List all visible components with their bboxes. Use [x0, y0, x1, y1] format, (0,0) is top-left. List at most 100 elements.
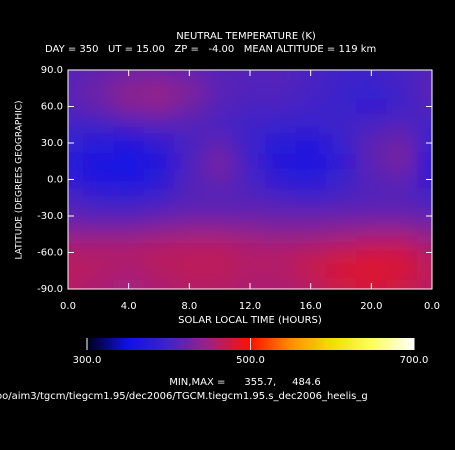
- heatmap-cell: [386, 97, 418, 117]
- heatmap-cell: [325, 279, 357, 289]
- heatmap-cell: [83, 97, 114, 117]
- heatmap-cell: [174, 243, 205, 263]
- heatmap-cell: [295, 115, 327, 135]
- heatmap-cell: [204, 133, 236, 153]
- heatmap-cell: [265, 70, 296, 80]
- colorbar-tick-label: 500.0: [236, 355, 265, 366]
- heatmap-cell: [68, 133, 84, 153]
- heatmap-cell: [83, 79, 114, 98]
- heatmap-cell: [416, 79, 432, 98]
- heatmap-cell: [356, 97, 387, 117]
- heatmap-cell: [416, 97, 432, 117]
- heatmap-cell: [295, 243, 327, 263]
- y-tick-label: -30.0: [37, 211, 63, 222]
- heatmap-cell: [356, 170, 387, 190]
- heatmap-cell: [113, 243, 145, 263]
- heatmap-cell: [234, 170, 266, 190]
- heatmap-cell: [83, 279, 114, 289]
- heatmap-cell: [386, 79, 418, 98]
- heatmap-cell: [68, 79, 84, 98]
- heatmap-cell: [295, 97, 327, 117]
- heatmap-cell: [295, 79, 327, 98]
- heatmap-cell: [83, 170, 114, 190]
- heatmap-cell: [83, 261, 114, 281]
- heatmap-cell: [234, 225, 266, 244]
- heatmap-cell: [295, 188, 327, 208]
- heatmap-cell: [325, 133, 357, 153]
- heatmap-cell: [234, 188, 266, 208]
- file-path: oo/aim3/tgcm/tiegcm1.95/dec2006/TGCM.tie…: [0, 391, 368, 402]
- heatmap-cell: [386, 115, 418, 135]
- heatmap-cell: [325, 115, 357, 135]
- heatmap-cells: [68, 70, 432, 289]
- heatmap-cell: [416, 188, 432, 208]
- heatmap-cell: [295, 225, 327, 244]
- heatmap-cell: [68, 225, 84, 244]
- heatmap-cell: [113, 225, 145, 244]
- heatmap-cell: [356, 225, 387, 244]
- heatmap-cell: [265, 170, 296, 190]
- heatmap-cell: [174, 225, 205, 244]
- heatmap-cell: [204, 261, 236, 281]
- heatmap-cell: [356, 152, 387, 171]
- min-max-text: MIN,MAX = 355.7, 484.6: [169, 377, 321, 388]
- heatmap-cell: [356, 243, 387, 263]
- heatmap-cell: [113, 133, 145, 153]
- heatmap-cell: [325, 97, 357, 117]
- heatmap-cell: [356, 115, 387, 135]
- x-tick-label: 4.0: [121, 301, 137, 312]
- heatmap-cell: [416, 152, 432, 171]
- heatmap-cell: [265, 225, 296, 244]
- heatmap-cell: [68, 152, 84, 171]
- heatmap-cell: [234, 243, 266, 263]
- heatmap-cell: [234, 133, 266, 153]
- chart-title: NEUTRAL TEMPERATURE (K): [176, 31, 316, 42]
- heatmap-cell: [83, 225, 114, 244]
- heatmap-cell: [325, 188, 357, 208]
- heatmap-cell: [386, 225, 418, 244]
- heatmap-cell: [143, 261, 175, 281]
- heatmap-cell: [143, 133, 175, 153]
- heatmap-cell: [325, 70, 357, 80]
- heatmap-cell: [83, 152, 114, 171]
- heatmap-cell: [68, 170, 84, 190]
- heatmap-cell: [83, 206, 114, 226]
- heatmap-cell: [356, 188, 387, 208]
- heatmap-cell: [265, 133, 296, 153]
- heatmap-cell: [234, 206, 266, 226]
- heatmap-cell: [416, 279, 432, 289]
- heatmap-cell: [416, 170, 432, 190]
- heatmap-cell: [83, 115, 114, 135]
- heatmap-cell: [325, 225, 357, 244]
- heatmap-cell: [265, 115, 296, 135]
- heatmap-cell: [416, 206, 432, 226]
- heatmap-cell: [416, 243, 432, 263]
- heatmap-cell: [295, 152, 327, 171]
- heatmap-cell: [204, 115, 236, 135]
- heatmap-cell: [204, 97, 236, 117]
- heatmap-cell: [83, 188, 114, 208]
- heatmap-cell: [295, 206, 327, 226]
- heatmap-cell: [143, 70, 175, 80]
- heatmap-cell: [204, 206, 236, 226]
- heatmap-cell: [265, 79, 296, 98]
- x-tick-label: 20.0: [360, 301, 382, 312]
- x-axis-label: SOLAR LOCAL TIME (HOURS): [178, 315, 322, 326]
- heatmap-cell: [325, 261, 357, 281]
- heatmap-cell: [204, 152, 236, 171]
- heatmap-cell: [416, 115, 432, 135]
- heatmap-cell: [265, 206, 296, 226]
- heatmap-cell: [83, 243, 114, 263]
- heatmap-cell: [356, 261, 387, 281]
- heatmap-cell: [113, 152, 145, 171]
- heatmap-cell: [204, 70, 236, 80]
- chart-subtitle: DAY = 350 UT = 15.00 ZP = -4.00 MEAN ALT…: [45, 44, 376, 55]
- heatmap-cell: [113, 188, 145, 208]
- heatmap-cell: [68, 243, 84, 263]
- heatmap-cell: [143, 79, 175, 98]
- heatmap-cell: [174, 170, 205, 190]
- heatmap-cell: [83, 133, 114, 153]
- heatmap-cell: [325, 170, 357, 190]
- heatmap-cell: [143, 225, 175, 244]
